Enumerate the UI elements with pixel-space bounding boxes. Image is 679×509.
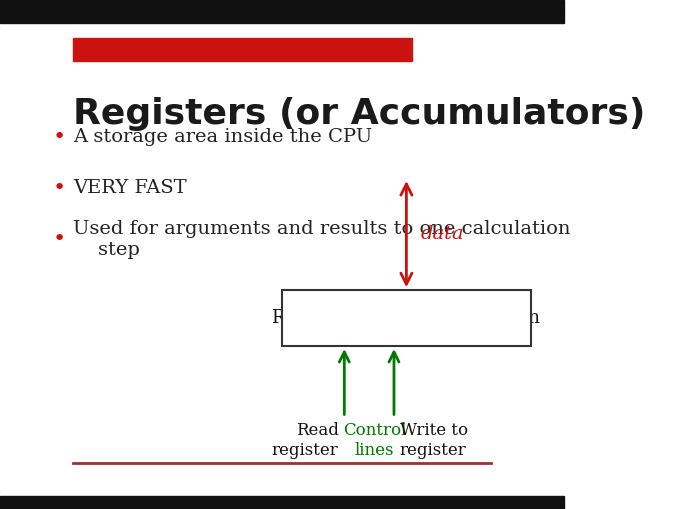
Bar [0,0,564,23]
Bar [0,496,564,509]
Text: Used for arguments and results to one calculation
    step: Used for arguments and results to one ca… [73,220,571,259]
Text: •: • [53,178,66,199]
Bar [73,38,412,61]
Text: Register – 1 memory location: Register – 1 memory location [272,309,540,327]
Text: •: • [53,127,66,148]
Text: Registers (or Accumulators): Registers (or Accumulators) [73,97,646,131]
Text: Control
lines: Control lines [343,422,407,459]
Text: data: data [420,225,464,243]
Text: Read
register: Read register [272,422,339,459]
Bar [282,290,530,346]
Text: A storage area inside the CPU: A storage area inside the CPU [73,128,373,147]
Text: VERY FAST: VERY FAST [73,179,187,197]
Text: Write to
register: Write to register [400,422,468,459]
Text: •: • [53,229,66,249]
